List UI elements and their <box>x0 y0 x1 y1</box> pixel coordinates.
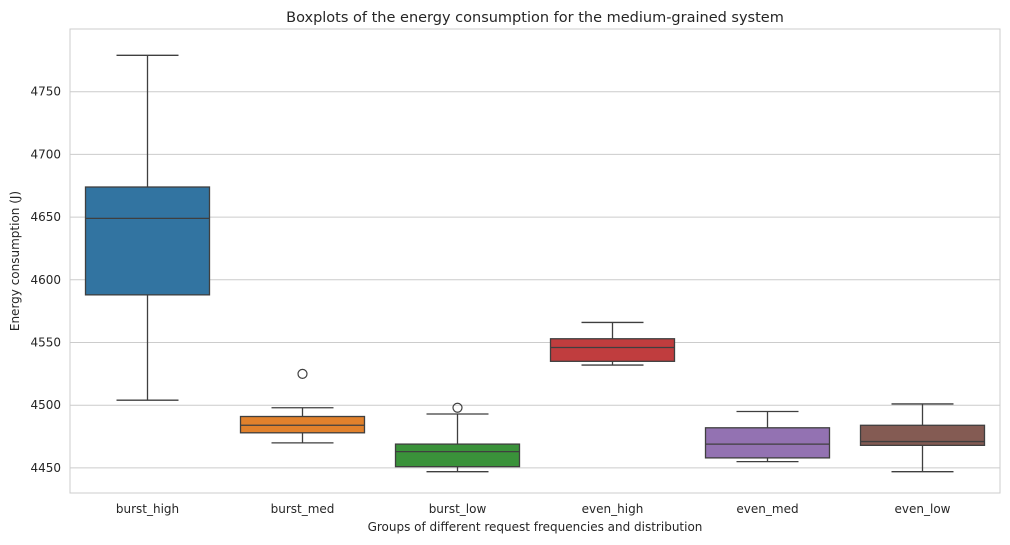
y-tick-label: 4650 <box>30 210 61 224</box>
y-tick-label: 4700 <box>30 147 61 161</box>
x-tick-label: even_high <box>582 502 644 516</box>
x-tick-label: even_low <box>895 502 951 516</box>
plot-background <box>69 28 1001 494</box>
box-even_low <box>859 403 986 473</box>
y-axis-ticks: 4450 4500 4550 4600 4650 4700 4750 <box>30 85 61 475</box>
box-burst_high <box>84 54 211 401</box>
outlier-point <box>452 402 463 413</box>
outlier-point <box>297 368 308 379</box>
box-burst_med <box>239 368 366 444</box>
y-tick-label: 4550 <box>30 336 61 350</box>
x-axis-label: Groups of different request frequencies … <box>368 520 703 534</box>
box-burst_low <box>394 402 521 473</box>
y-tick-label: 4600 <box>30 273 61 287</box>
y-tick-label: 4750 <box>30 85 61 99</box>
chart-title: Boxplots of the energy consumption for t… <box>286 10 784 26</box>
x-tick-label: burst_med <box>271 502 335 516</box>
box-even_med <box>704 410 831 463</box>
boxes-group <box>84 54 986 473</box>
x-tick-label: burst_high <box>116 502 179 516</box>
y-tick-label: 4500 <box>30 398 61 412</box>
iqr-box <box>704 427 831 459</box>
gridlines <box>70 91 1000 469</box>
box-even_high <box>549 321 676 366</box>
iqr-box <box>84 186 211 296</box>
iqr-box <box>549 338 676 362</box>
x-axis-ticks: burst_high burst_med burst_low even_high eve… <box>116 502 951 516</box>
iqr-box <box>859 424 986 446</box>
iqr-box <box>394 443 521 468</box>
y-tick-label: 4450 <box>30 461 61 475</box>
x-tick-label: even_med <box>736 502 798 516</box>
y-axis-label: Energy consumption (J) <box>8 191 22 331</box>
x-tick-label: burst_low <box>429 502 487 516</box>
